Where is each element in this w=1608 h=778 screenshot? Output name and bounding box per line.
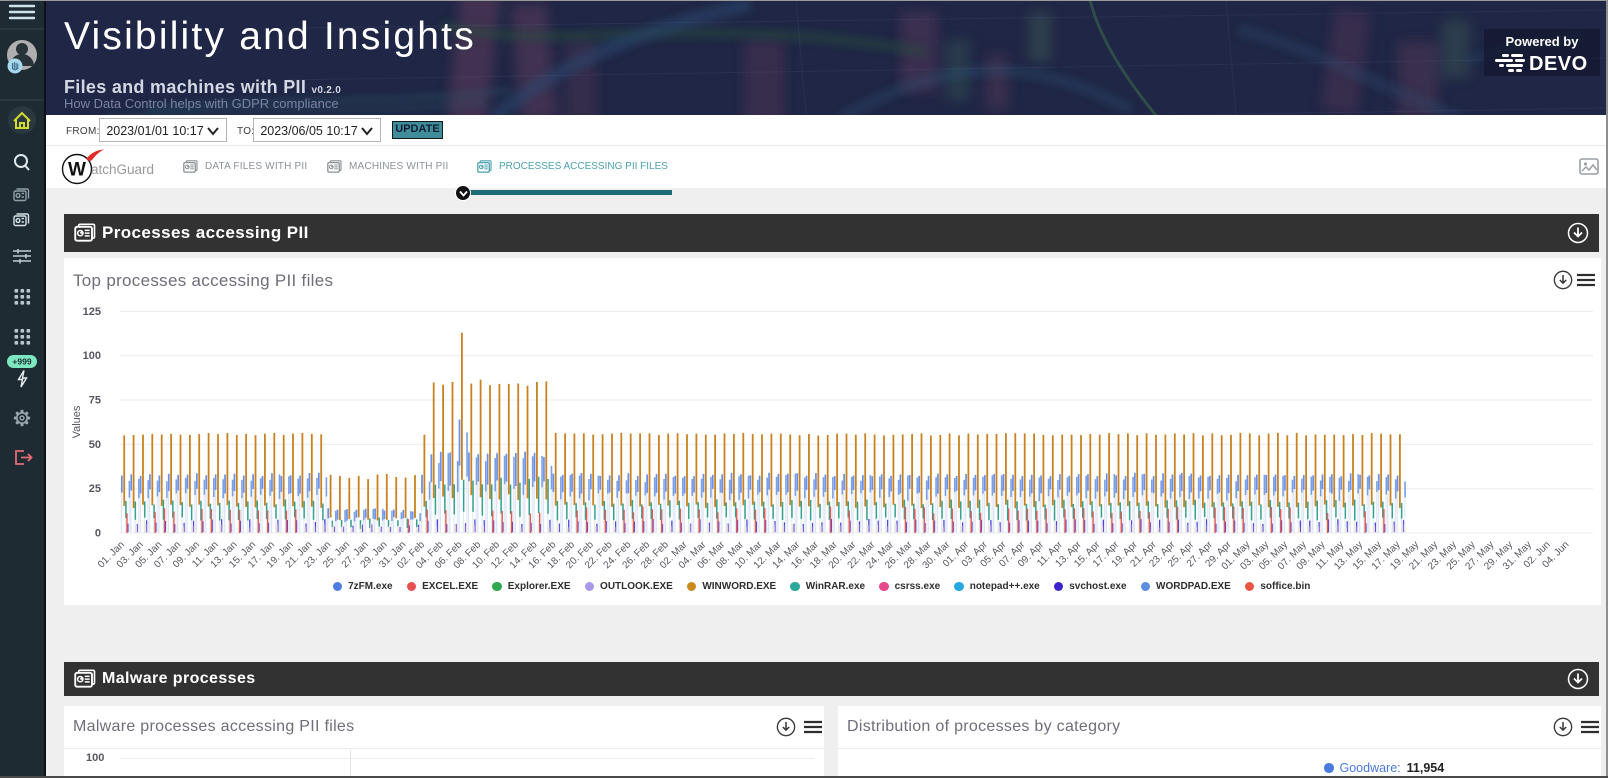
svg-text:+999: +999	[12, 357, 31, 367]
svg-text:50: 50	[89, 439, 101, 451]
svg-text:75: 75	[89, 395, 101, 407]
svg-text:100: 100	[83, 350, 101, 362]
svg-text:atchGuard: atchGuard	[91, 162, 154, 177]
svg-text:W: W	[68, 160, 86, 181]
svg-text:0: 0	[95, 528, 101, 540]
svg-text:DEVO: DEVO	[1529, 53, 1588, 73]
svg-text:Values: Values	[71, 405, 83, 438]
svg-text:25: 25	[89, 483, 101, 495]
svg-text:125: 125	[83, 306, 101, 318]
